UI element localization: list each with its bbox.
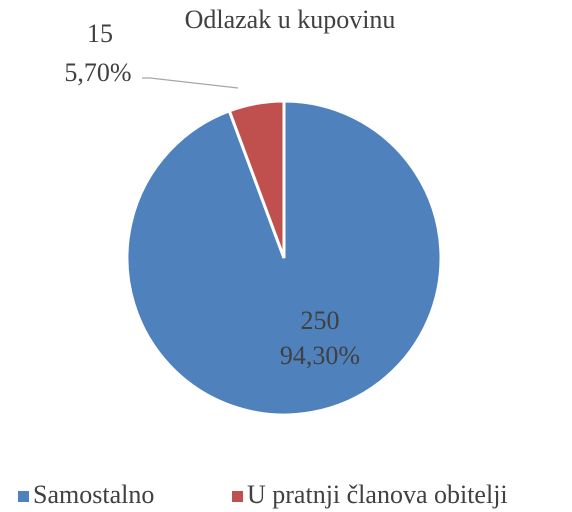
data-label-percent: 94,30% [280,341,360,370]
chart-title: Odlazak u kupovinu [185,5,396,34]
data-label-percent: 5,70% [64,58,131,87]
data-label-value: 250 [301,306,340,335]
pie-slice [227,99,286,259]
legend-swatch [232,491,243,502]
legend-label: Samostalno [33,480,154,509]
legend-label: U pratnji članova obitelji [247,480,508,509]
leader-line [142,77,239,89]
data-label-value: 15 [87,19,113,48]
legend-swatch [18,491,29,502]
